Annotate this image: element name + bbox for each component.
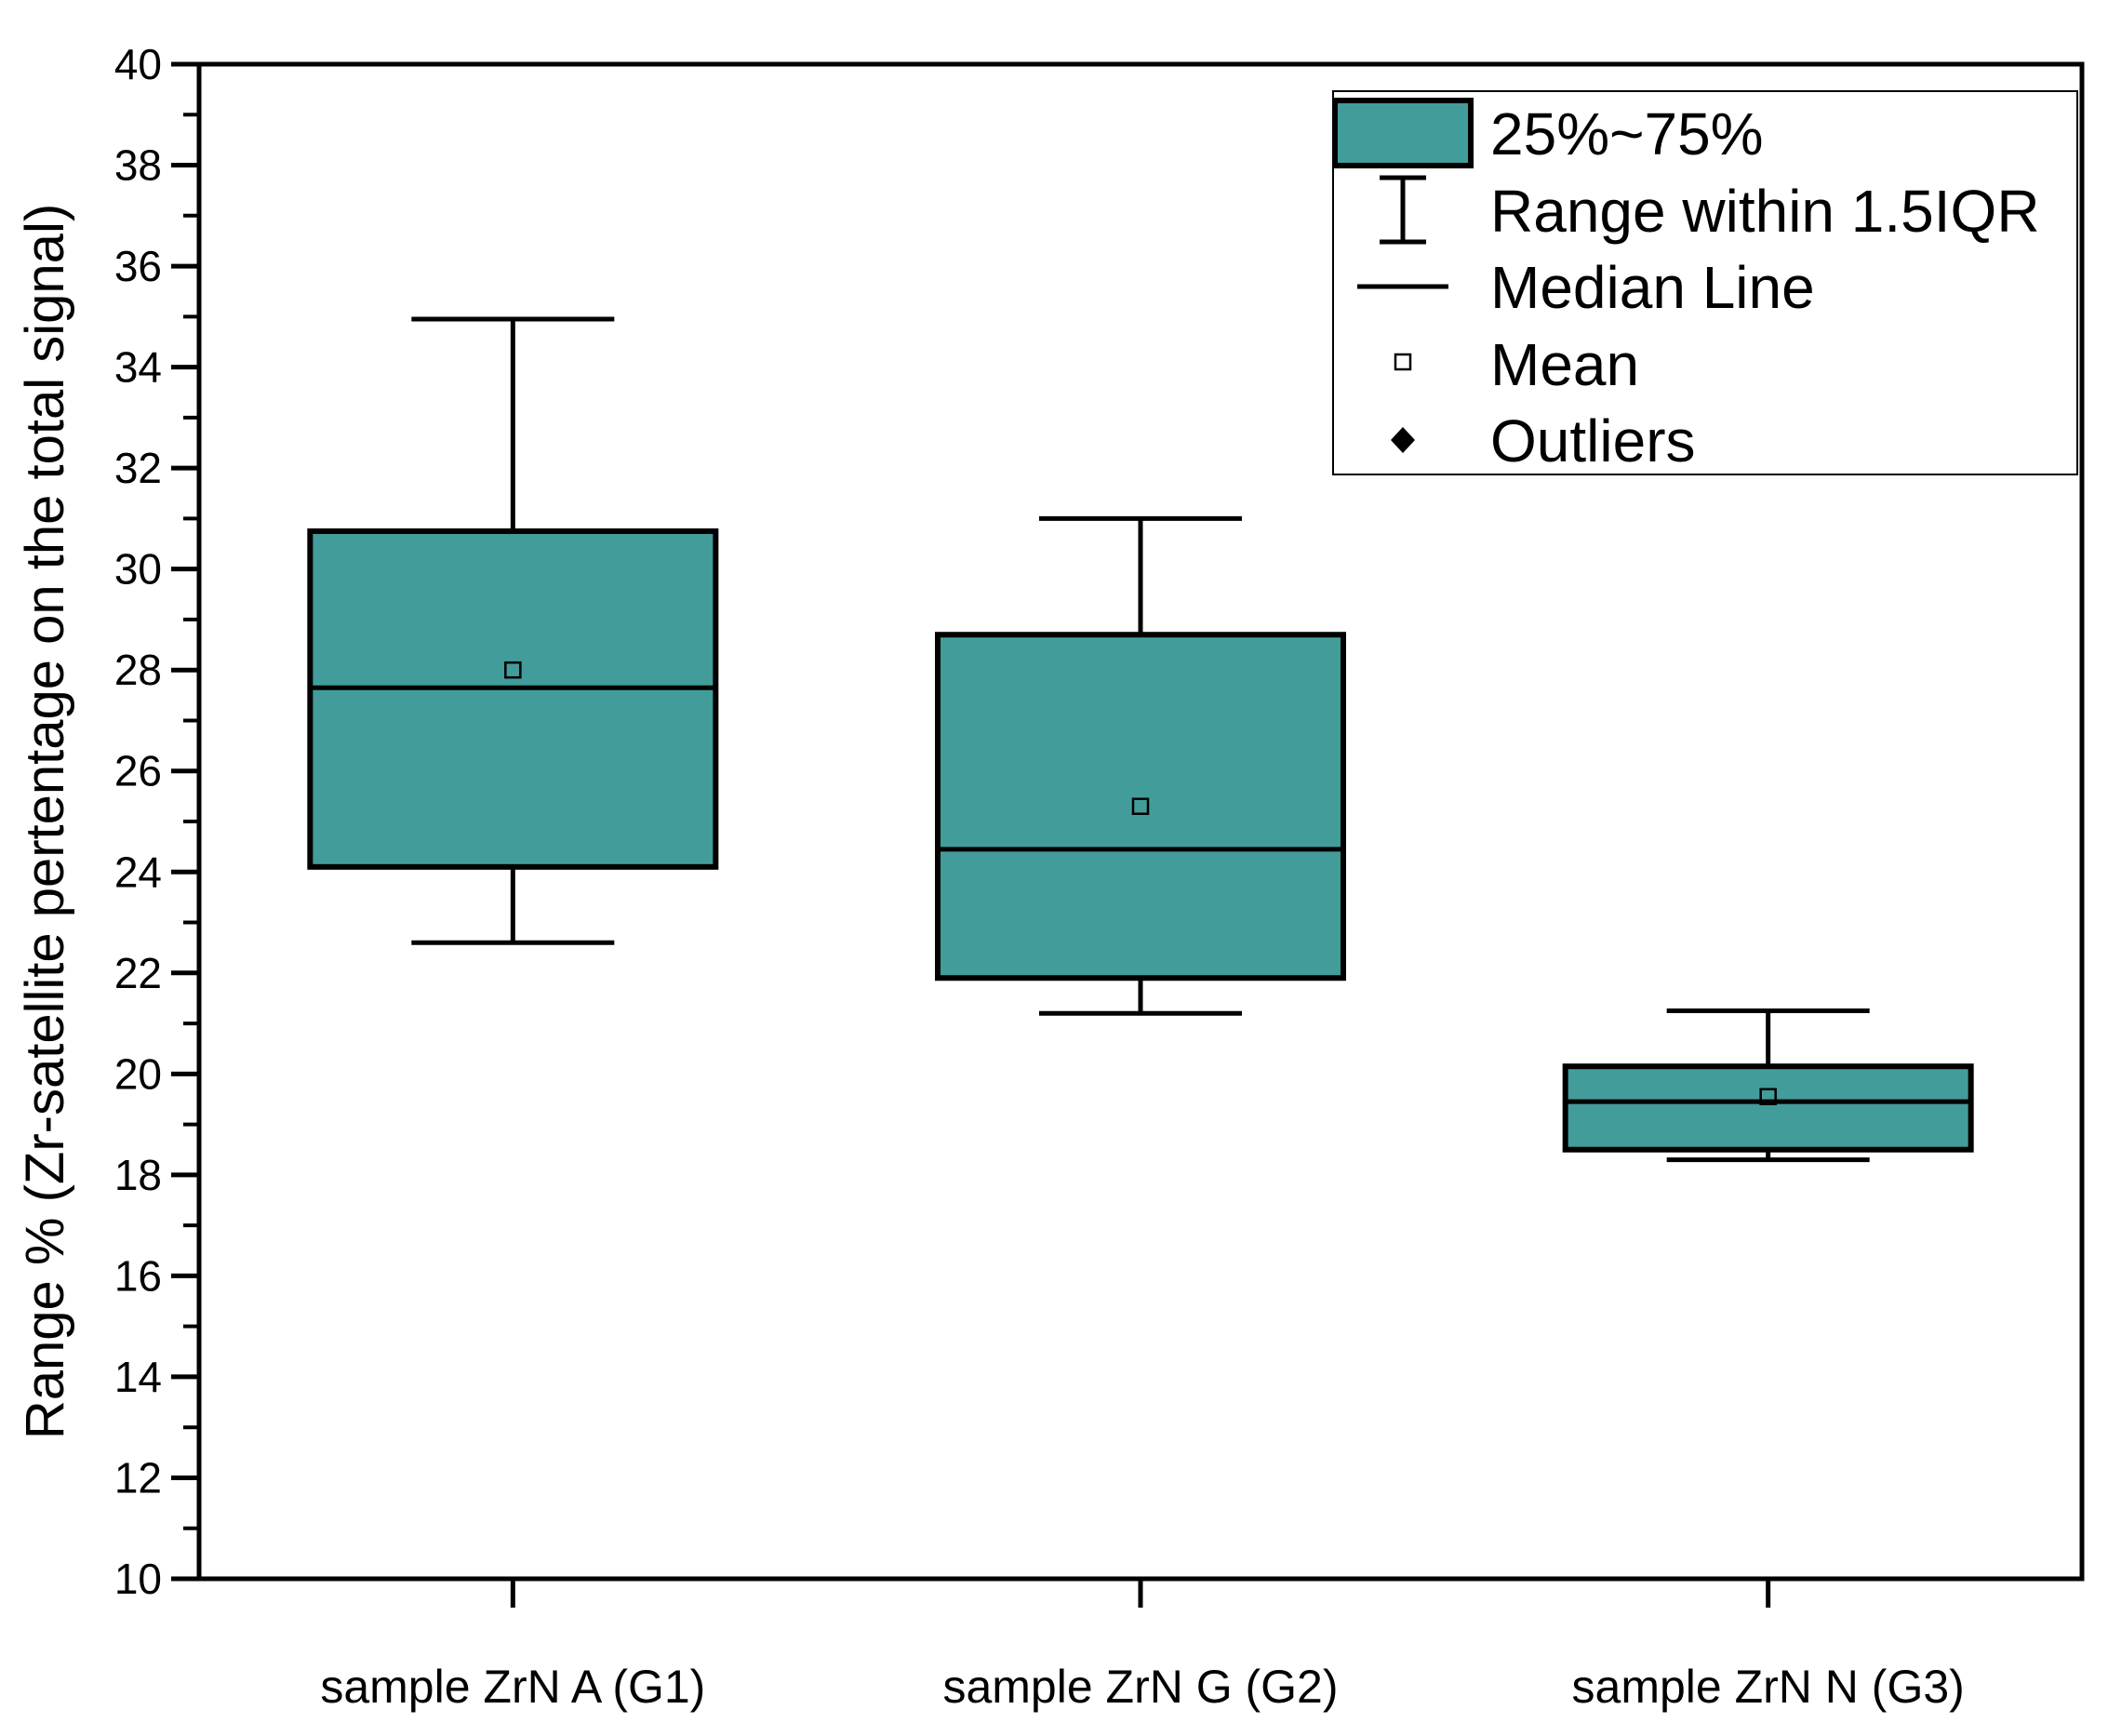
legend-label-outliers: Outliers — [1490, 407, 1696, 474]
legend-outlier-icon — [1391, 427, 1415, 453]
mean-marker — [1759, 1088, 1777, 1106]
legend-range-icon — [1380, 175, 1426, 245]
boxes-layer — [307, 316, 1974, 1163]
y-tick-label: 30 — [114, 545, 162, 594]
y-tick-label: 12 — [114, 1453, 162, 1502]
y-axis: 10 12 14 16 18 20 22 24 26 28 30 32 34 36 38 40 — [114, 40, 199, 1603]
legend-label-median: Median Line — [1490, 254, 1815, 321]
y-tick-label: 18 — [114, 1151, 162, 1199]
y-tick-label: 40 — [114, 40, 162, 88]
y-tick-label: 14 — [114, 1353, 162, 1401]
y-tick-label: 20 — [114, 1049, 162, 1098]
y-tick-label: 10 — [114, 1555, 162, 1603]
y-tick-label: 24 — [114, 848, 162, 896]
y-tick-label: 28 — [114, 646, 162, 694]
x-category-label: sample ZrN G (G2) — [942, 1661, 1338, 1713]
legend: 25%~75% Range within 1.5IQR Median Line … — [1332, 90, 2078, 475]
legend-label-mean: Mean — [1490, 331, 1639, 398]
y-tick-label: 36 — [114, 242, 162, 290]
y-tick-label: 34 — [114, 343, 162, 392]
legend-label-range: Range within 1.5IQR — [1490, 178, 2040, 245]
iqr-box — [1562, 1063, 1974, 1153]
mean-marker — [1131, 797, 1150, 815]
legend-box-swatch — [1332, 98, 1474, 168]
iqr-box — [307, 527, 719, 870]
legend-mean-icon — [1394, 353, 1412, 371]
iqr-box — [935, 632, 1346, 982]
x-category-label: sample ZrN A (G1) — [320, 1661, 705, 1713]
mean-marker — [504, 661, 522, 679]
y-tick-label: 22 — [114, 949, 162, 997]
y-tick-label: 38 — [114, 141, 162, 190]
legend-label-box: 25%~75% — [1490, 100, 1764, 167]
y-tick-label: 16 — [114, 1251, 162, 1300]
y-axis-title: Range % (Zr-satellite pertentage on the … — [15, 204, 75, 1439]
y-tick-label: 26 — [114, 747, 162, 795]
x-axis: sample ZrN A (G1) sample ZrN G (G2) sample… — [320, 1579, 1965, 1713]
y-tick-label: 32 — [114, 444, 162, 492]
x-category-label: sample ZrN N (G3) — [1572, 1661, 1965, 1713]
